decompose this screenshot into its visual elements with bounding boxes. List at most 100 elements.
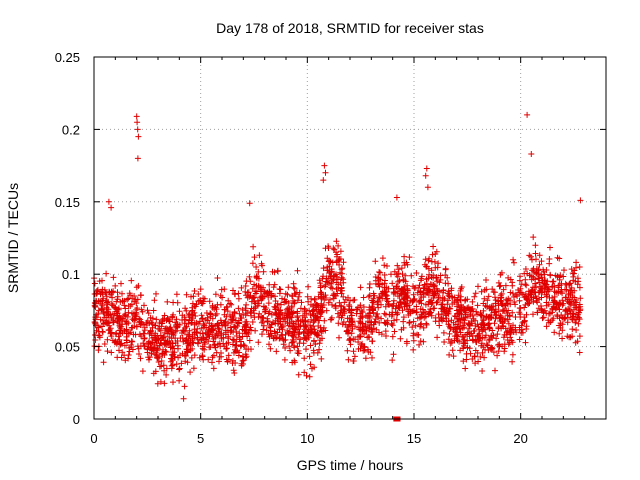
data-point <box>227 312 233 318</box>
data-point <box>350 336 357 343</box>
data-point <box>164 298 171 305</box>
data-point <box>556 299 563 306</box>
data-point <box>317 308 324 315</box>
data-point <box>147 314 154 321</box>
data-point <box>239 353 246 360</box>
data-point <box>522 276 529 283</box>
data-point <box>495 324 502 331</box>
data-point <box>341 299 348 306</box>
data-point <box>115 305 122 312</box>
data-point <box>291 359 298 366</box>
data-point <box>425 301 432 308</box>
data-point <box>100 306 107 312</box>
data-point <box>308 329 315 336</box>
data-point <box>333 259 340 266</box>
data-point <box>288 339 295 346</box>
data-point <box>197 286 204 293</box>
data-point <box>262 290 269 296</box>
data-point <box>327 273 334 280</box>
data-point <box>163 371 170 378</box>
data-point <box>477 353 484 360</box>
data-point <box>391 289 398 296</box>
data-point <box>465 304 472 311</box>
data-point <box>347 297 353 304</box>
data-point <box>505 320 512 327</box>
data-point <box>265 300 272 307</box>
x-tick-labels: 0 5 10 15 20 <box>90 431 528 446</box>
data-point <box>289 339 296 346</box>
data-point <box>439 317 446 324</box>
data-point <box>454 311 461 317</box>
data-point <box>494 352 501 359</box>
data-point <box>445 321 452 328</box>
data-point <box>299 316 306 323</box>
data-point <box>519 329 526 336</box>
data-point <box>139 368 146 375</box>
data-point <box>248 298 255 305</box>
data-point <box>255 275 262 282</box>
data-point <box>297 336 304 343</box>
data-point <box>390 297 397 304</box>
data-point <box>152 368 159 375</box>
data-point <box>335 320 342 327</box>
data-point <box>491 289 498 296</box>
data-point <box>474 321 481 328</box>
data-point <box>116 336 123 343</box>
data-point <box>102 289 109 296</box>
data-point <box>147 329 153 336</box>
data-point <box>267 345 274 352</box>
data-point <box>405 312 412 318</box>
data-point <box>150 307 157 314</box>
data-point <box>249 260 256 267</box>
data-point <box>547 272 554 279</box>
data-point <box>400 318 407 325</box>
data-point <box>555 288 562 295</box>
data-point <box>320 273 327 280</box>
data-point <box>425 265 432 272</box>
data-point <box>146 330 153 337</box>
data-point <box>420 324 427 331</box>
data-point <box>278 301 284 308</box>
data-point <box>526 252 533 259</box>
data-point <box>195 298 202 305</box>
data-point <box>375 304 382 311</box>
data-point <box>163 325 170 332</box>
data-point <box>573 327 580 333</box>
data-point <box>420 338 427 345</box>
y-tick-label: 0.1 <box>62 267 80 282</box>
data-point <box>307 342 314 349</box>
data-point <box>390 351 397 358</box>
data-point <box>506 339 513 346</box>
data-point <box>560 273 567 280</box>
data-point <box>206 327 213 334</box>
data-point <box>189 315 196 322</box>
data-point <box>152 322 159 329</box>
data-point <box>235 295 242 302</box>
data-point <box>209 315 216 322</box>
data-point <box>413 270 420 276</box>
data-point <box>152 336 159 343</box>
data-point <box>532 250 539 257</box>
data-point <box>436 322 443 329</box>
data-point <box>101 341 108 347</box>
data-point <box>421 281 428 288</box>
data-point <box>531 284 538 291</box>
data-point <box>325 243 332 250</box>
data-point <box>290 284 297 291</box>
data-point <box>321 162 328 169</box>
data-point <box>141 335 148 342</box>
data-point <box>459 325 466 332</box>
data-point <box>255 282 262 289</box>
data-point <box>95 298 102 305</box>
data-point <box>425 286 431 293</box>
data-point <box>445 280 452 287</box>
data-point <box>406 254 413 261</box>
data-point <box>162 348 169 355</box>
data-point <box>322 292 329 299</box>
data-point <box>189 300 196 307</box>
data-point <box>122 305 129 312</box>
data-point <box>423 321 430 328</box>
data-point <box>105 298 112 305</box>
data-point <box>475 283 481 290</box>
data-point <box>294 297 301 304</box>
